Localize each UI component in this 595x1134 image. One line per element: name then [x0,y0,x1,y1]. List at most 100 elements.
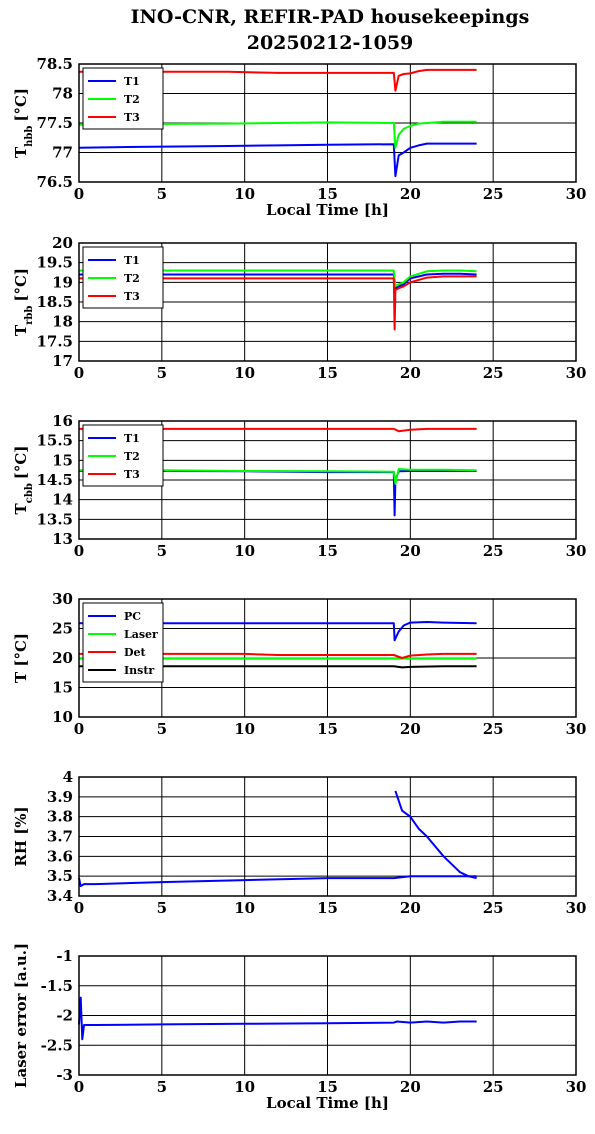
y-tick-label: 77.5 [36,114,73,132]
x-tick-label: 10 [234,364,255,382]
series-line-1 [78,996,477,1041]
y-tick-label: 18 [52,313,73,331]
x-tick-label: 10 [234,542,255,560]
y-tick-label: 19.5 [36,254,73,272]
x-axis-label: Local Time [h] [266,1094,389,1112]
x-tick-label: 0 [74,364,84,382]
series-line-det [79,652,477,659]
legend-label-instr: Instr [124,664,154,677]
legend-label-t3: T3 [124,290,140,303]
plot-frame [78,242,577,362]
x-tick-label: 30 [566,364,587,382]
plot-frame [78,598,577,718]
x-tick-label: 20 [400,899,421,917]
y-tick-label: 25 [52,620,73,638]
series-line-t3 [79,68,477,92]
plot-frame [78,420,577,540]
y-tick-label: -2.5 [41,1036,73,1054]
y-tick-label: 14.5 [36,471,73,489]
x-tick-label: 20 [400,185,421,203]
y-tick-label: 10 [52,708,73,726]
figure-title-line1: INO-CNR, REFIR-PAD housekeepings [131,6,530,28]
x-tick-label: 0 [74,720,84,738]
x-tick-label: 30 [566,899,587,917]
y-tick-label: 3.5 [47,867,73,885]
x-tick-label: 25 [483,720,504,738]
series-line-2 [394,790,477,880]
y-tick-label: 3.9 [47,788,73,806]
x-tick-label: 25 [483,542,504,560]
y-axis-label: Laser error [a.u.] [12,943,30,1088]
panel-5: 3.4 3.5 3.63.7 3.8 3.9 4 0 5 10 15 20 25 30 RH [%] [12,768,586,917]
y-tick-label: -3 [56,1066,73,1084]
legend-label-t2: T2 [124,272,140,285]
legend-label-t1: T1 [124,432,140,445]
x-tick-label: 20 [400,364,421,382]
y-tick-label: 4 [63,768,73,786]
plot-frame [78,955,577,1076]
y-tick-label: 15 [52,451,73,469]
series-line-t2 [79,468,477,485]
x-tick-label: 15 [317,542,338,560]
y-tick-label: 76.5 [36,173,73,191]
x-tick-label: 15 [317,899,338,917]
series-line-t1 [79,272,477,290]
y-tick-label: 15 [52,679,73,697]
y-tick-label: -1 [56,947,73,965]
x-tick-label: 5 [157,1078,167,1096]
series-line-1 [78,875,477,888]
y-tick-label: 20 [52,234,73,252]
y-tick-label: -2 [56,1007,73,1025]
x-tick-label: 15 [317,1078,338,1096]
legend-label-pc: PC [124,610,141,623]
legend: T1 T2 T3 [82,246,164,309]
x-tick-label: 5 [157,899,167,917]
y-tick-label: 3.8 [47,808,73,826]
y-tick-label: 78.5 [36,55,73,73]
x-tick-label: 25 [483,185,504,203]
y-tick-label: 15.5 [36,432,73,450]
panel-1: 76.5 77 77.5 78 78.5 0 5 10 15 20 25 30 Thbb[°C] Loca… [12,55,586,219]
y-tick-label: 3.6 [47,847,73,865]
x-tick-label: 0 [74,1078,84,1096]
x-tick-label: 10 [234,1078,255,1096]
y-tick-label: 19 [52,273,73,291]
y-tick-label: -1.5 [41,977,73,995]
x-tick-label: 25 [483,364,504,382]
y-axis-label: Tcbb[°C] [12,446,35,515]
x-tick-label: 10 [234,899,255,917]
x-tick-label: 30 [566,720,587,738]
x-tick-label: 30 [566,1078,587,1096]
y-tick-label: 3.7 [47,828,73,846]
y-tick-label: 20 [52,649,73,667]
x-tick-label: 15 [317,185,338,203]
series-line-t3 [79,427,477,433]
legend-label-t3: T3 [124,468,140,481]
panel-4: 10 15 20 25 30 0 5 10 15 20 25 30 T [°C] PC Laser Det In… [12,590,586,738]
panel-6: -3 -2.5 -2 -1.5 -1 0 5 10 15 20 25 30 Laser error [a… [12,943,586,1112]
legend-label-t2: T2 [124,450,140,463]
x-tick-label: 5 [157,542,167,560]
panels: 76.5 77 77.5 78 78.5 0 5 10 15 20 25 30 Thbb[°C] Loca… [12,55,586,1112]
x-tick-label: 0 [74,899,84,917]
x-tick-label: 5 [157,185,167,203]
series-line-t2 [79,269,477,288]
legend-label-t1: T1 [124,254,140,267]
x-tick-label: 10 [234,185,255,203]
legend-label-t1: T1 [124,75,140,88]
plot-frame [78,776,577,897]
legend-label-det: Det [124,646,147,659]
y-tick-label: 13.5 [36,510,73,528]
y-tick-label: 16 [52,412,73,430]
y-tick-label: 78 [52,85,73,103]
figure-title-line2: 20250212-1059 [247,32,414,54]
x-axis-label: Local Time [h] [266,201,389,219]
series-line-instr [79,665,477,669]
x-tick-label: 5 [157,720,167,738]
y-tick-label: 17.5 [36,332,73,350]
x-tick-label: 30 [566,185,587,203]
legend-label-laser: Laser [124,628,158,641]
